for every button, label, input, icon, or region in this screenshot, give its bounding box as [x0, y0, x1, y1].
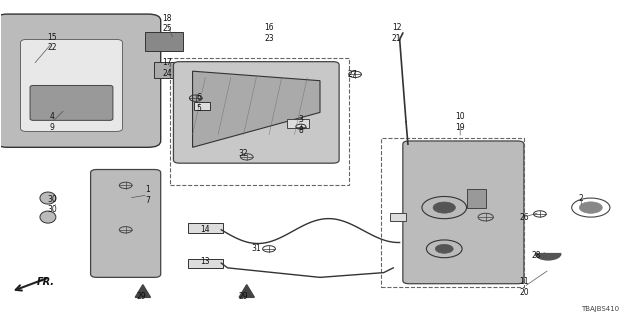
Bar	[188, 259, 223, 268]
Text: 12
21: 12 21	[392, 23, 401, 43]
Polygon shape	[135, 285, 150, 297]
Text: 29: 29	[137, 292, 147, 301]
Text: 29: 29	[239, 292, 248, 301]
Text: TBAJBS410: TBAJBS410	[581, 306, 620, 312]
Text: 1
7: 1 7	[145, 185, 150, 204]
Bar	[188, 223, 223, 233]
Text: 3
8: 3 8	[298, 116, 303, 135]
Text: 2: 2	[579, 194, 584, 203]
Text: 32: 32	[239, 149, 248, 158]
Text: 15
22: 15 22	[47, 33, 57, 52]
Text: 28: 28	[532, 251, 541, 260]
Bar	[467, 188, 486, 208]
Polygon shape	[193, 71, 320, 147]
Text: 10
19: 10 19	[456, 112, 465, 132]
FancyBboxPatch shape	[30, 85, 113, 120]
Bar	[287, 119, 309, 128]
FancyBboxPatch shape	[20, 39, 122, 132]
Text: 14: 14	[200, 225, 210, 234]
Text: 11
20: 11 20	[519, 277, 529, 297]
Text: FR.: FR.	[36, 277, 54, 287]
Text: 18
25: 18 25	[163, 14, 172, 33]
Bar	[154, 62, 186, 77]
Ellipse shape	[40, 192, 56, 204]
Text: 17
24: 17 24	[163, 58, 172, 78]
Bar	[170, 59, 349, 185]
Bar	[390, 213, 406, 221]
Bar	[145, 32, 183, 51]
Wedge shape	[536, 253, 561, 260]
Text: 4
9: 4 9	[50, 112, 55, 132]
FancyBboxPatch shape	[403, 141, 524, 284]
Circle shape	[433, 202, 456, 213]
Text: 27: 27	[347, 70, 356, 79]
Circle shape	[579, 202, 602, 213]
Circle shape	[435, 244, 453, 253]
Text: 30
30: 30 30	[47, 195, 57, 214]
FancyBboxPatch shape	[173, 62, 339, 163]
Text: 13: 13	[200, 257, 210, 266]
Ellipse shape	[40, 211, 56, 223]
FancyBboxPatch shape	[0, 14, 161, 147]
Text: 6
5: 6 5	[196, 93, 202, 113]
Text: 16
23: 16 23	[264, 23, 274, 43]
Text: 31: 31	[252, 244, 261, 253]
Bar	[194, 102, 210, 110]
Polygon shape	[239, 285, 254, 297]
Bar	[381, 138, 524, 287]
Text: 26: 26	[519, 212, 529, 222]
FancyBboxPatch shape	[91, 170, 161, 277]
